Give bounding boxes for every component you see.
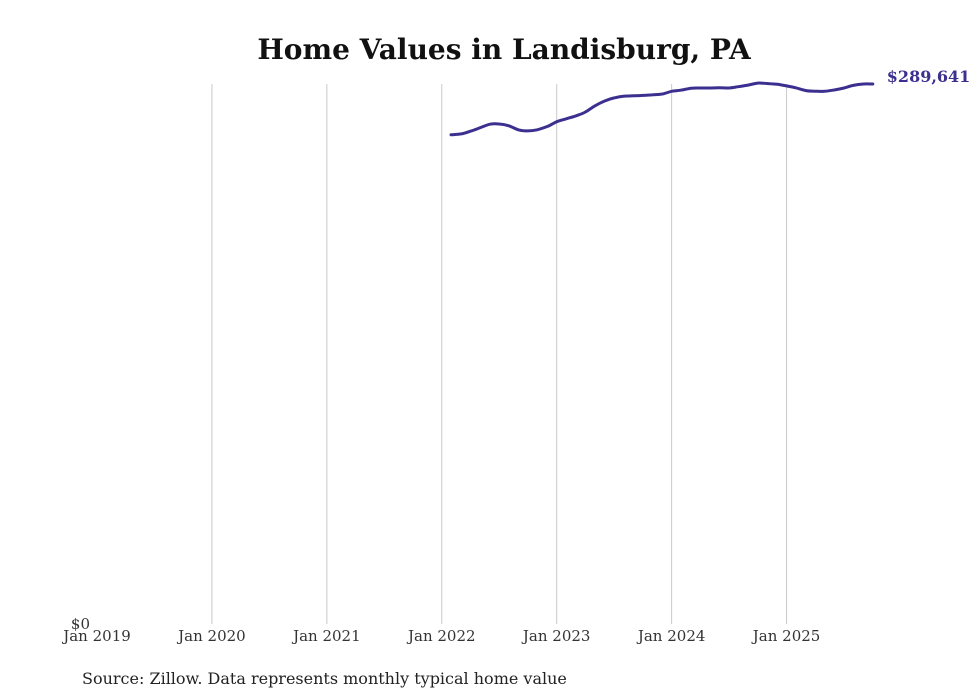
x-tick-label: Jan 2021 <box>291 627 361 645</box>
chart-title: Home Values in Landisburg, PA <box>257 33 752 66</box>
x-axis-ticks: Jan 2019 Jan 2020 Jan 2021 Jan 2022 Jan 2023… <box>61 627 820 645</box>
x-tick-label: Jan 2019 <box>61 627 131 645</box>
x-tick-label: Jan 2020 <box>176 627 246 645</box>
x-tick-label: Jan 2024 <box>636 627 706 645</box>
vertical-gridlines <box>211 84 788 624</box>
x-tick-label: Jan 2023 <box>521 627 591 645</box>
source-note: Source: Zillow. Data represents monthly … <box>82 669 567 688</box>
y-axis-zero-label: $0 <box>71 615 90 633</box>
series-group <box>449 81 875 137</box>
x-tick-label: Jan 2025 <box>751 627 821 645</box>
series-line-home-value <box>449 81 875 137</box>
x-tick-label: Jan 2022 <box>406 627 476 645</box>
end-value-label: $289,641 <box>887 67 971 86</box>
